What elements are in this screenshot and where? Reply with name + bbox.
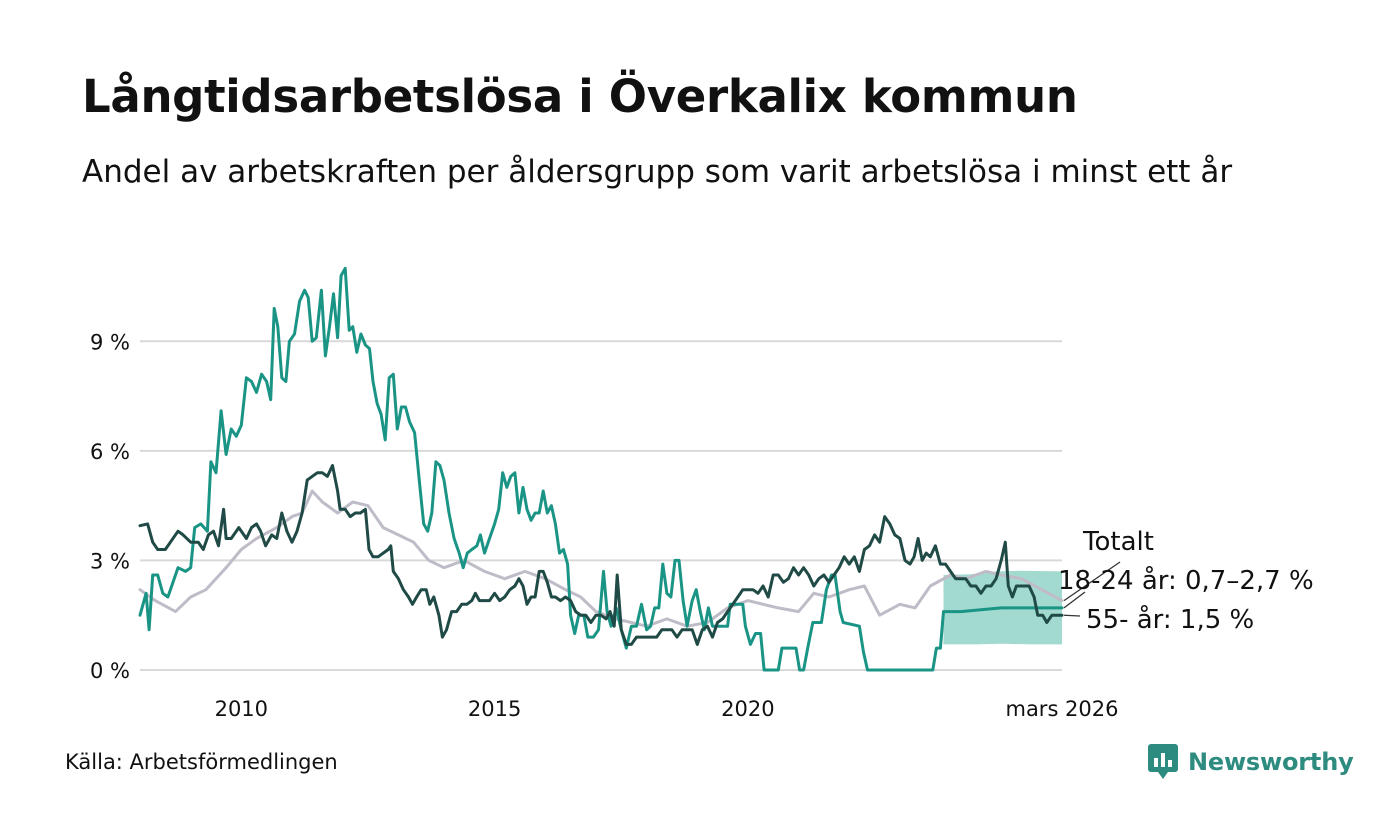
y-tick-label: 3 % — [90, 549, 130, 573]
y-tick-label: 9 % — [90, 330, 130, 354]
label-leader-line — [1063, 591, 1086, 609]
y-tick-label: 0 % — [90, 659, 130, 683]
label-leader-line — [1063, 614, 1081, 617]
series-end-label: Totalt — [1082, 527, 1154, 557]
series-line-18-24-r — [138, 266, 1064, 672]
y-tick-label: 6 % — [90, 440, 130, 464]
chart-title: Långtidsarbetslösa i Överkalix kommun — [82, 70, 1078, 123]
chart-subtitle: Andel av arbetskraften per åldersgrupp s… — [82, 154, 1233, 190]
series-end-label: 18-24 år: 0,7–2,7 % — [1058, 565, 1314, 596]
brand-name: Newsworthy — [1188, 748, 1354, 776]
label-leader-line — [1063, 561, 1121, 602]
x-tick-label: 2015 — [468, 697, 521, 721]
series-line-totalt — [138, 489, 1064, 628]
series-end-label: 55- år: 1,5 % — [1086, 604, 1254, 635]
source-note: Källa: Arbetsförmedlingen — [65, 750, 338, 774]
newsworthy-logo-icon — [1148, 744, 1178, 779]
series-line-55-r — [138, 464, 1064, 646]
x-tick-label: 2010 — [215, 697, 268, 721]
x-tick-label: 2020 — [721, 697, 774, 721]
x-end-label: mars 2026 — [1005, 697, 1118, 721]
brand-logo[interactable]: Newsworthy — [1148, 744, 1354, 780]
